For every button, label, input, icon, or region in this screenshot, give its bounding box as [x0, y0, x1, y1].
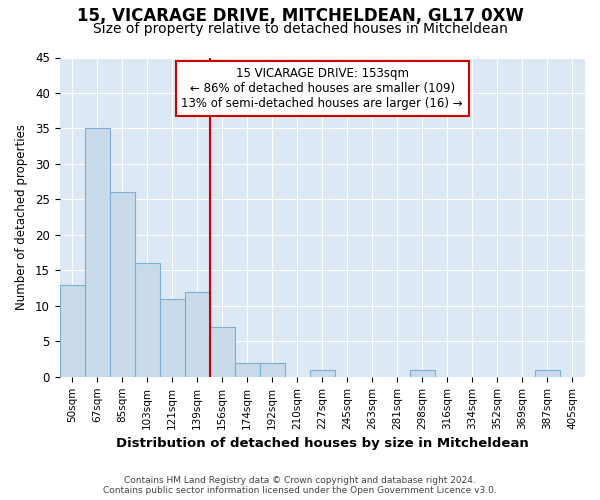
Bar: [235, 362, 260, 377]
Bar: [535, 370, 560, 377]
Text: Contains HM Land Registry data © Crown copyright and database right 2024.
Contai: Contains HM Land Registry data © Crown c…: [103, 476, 497, 495]
Bar: [85, 128, 110, 377]
Bar: [110, 192, 134, 377]
Bar: [134, 264, 160, 377]
Bar: [260, 362, 285, 377]
Bar: [59, 284, 85, 377]
Bar: [185, 292, 209, 377]
Bar: [160, 299, 185, 377]
Y-axis label: Number of detached properties: Number of detached properties: [15, 124, 28, 310]
Text: 15 VICARAGE DRIVE: 153sqm
← 86% of detached houses are smaller (109)
13% of semi: 15 VICARAGE DRIVE: 153sqm ← 86% of detac…: [181, 67, 463, 110]
Bar: [209, 327, 235, 377]
Text: 15, VICARAGE DRIVE, MITCHELDEAN, GL17 0XW: 15, VICARAGE DRIVE, MITCHELDEAN, GL17 0X…: [77, 8, 523, 26]
Bar: [310, 370, 335, 377]
Text: Size of property relative to detached houses in Mitcheldean: Size of property relative to detached ho…: [92, 22, 508, 36]
X-axis label: Distribution of detached houses by size in Mitcheldean: Distribution of detached houses by size …: [116, 437, 529, 450]
Bar: [410, 370, 435, 377]
